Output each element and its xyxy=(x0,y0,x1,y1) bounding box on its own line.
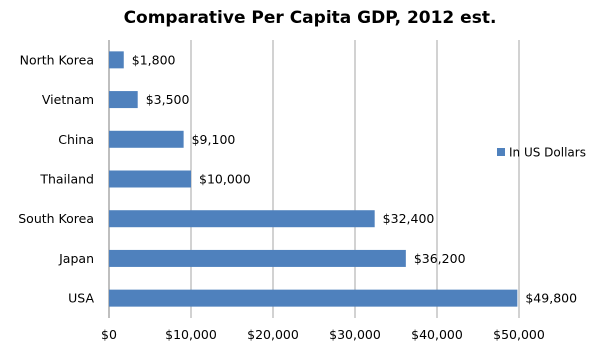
bar xyxy=(109,130,184,148)
data-label: $3,500 xyxy=(146,92,190,107)
x-tick-label: $0 xyxy=(101,327,117,342)
legend: In US Dollars xyxy=(497,146,586,160)
category-labels: North Korea Vietnam China Thailand South Kor… xyxy=(18,52,94,305)
bars xyxy=(109,51,518,307)
legend-swatch xyxy=(497,148,505,156)
data-label: $1,800 xyxy=(132,52,176,67)
category-label: Thailand xyxy=(39,172,94,187)
bar xyxy=(109,289,518,307)
category-label: North Korea xyxy=(20,52,94,67)
x-tick-label: $20,000 xyxy=(247,327,299,342)
data-label: $32,400 xyxy=(383,211,435,226)
data-label: $49,800 xyxy=(525,291,577,306)
category-label: China xyxy=(58,132,94,147)
x-tick-label: $40,000 xyxy=(411,327,463,342)
bar xyxy=(109,170,191,188)
x-tick-label: $10,000 xyxy=(165,327,217,342)
x-tick-label: $50,000 xyxy=(493,327,545,342)
category-label: Vietnam xyxy=(42,92,94,107)
bar xyxy=(109,51,124,69)
x-tick-labels: $0 $10,000 $20,000 $30,000 $40,000 $50,000 xyxy=(101,327,545,342)
x-tick-label: $30,000 xyxy=(329,327,381,342)
chart-title: Comparative Per Capita GDP, 2012 est. xyxy=(124,8,497,28)
bar xyxy=(109,91,138,109)
bar xyxy=(109,210,375,228)
data-label: $10,000 xyxy=(199,172,251,187)
grid-lines xyxy=(108,40,520,318)
bar xyxy=(109,249,406,267)
category-label: USA xyxy=(68,291,94,306)
data-labels: $1,800 $3,500 $9,100 $10,000 $32,400 $36,200 $… xyxy=(132,52,577,305)
category-label: Japan xyxy=(58,251,94,266)
data-label: $9,100 xyxy=(192,132,236,147)
legend-label: In US Dollars xyxy=(509,146,586,160)
category-label: South Korea xyxy=(18,211,94,226)
data-label: $36,200 xyxy=(414,251,466,266)
